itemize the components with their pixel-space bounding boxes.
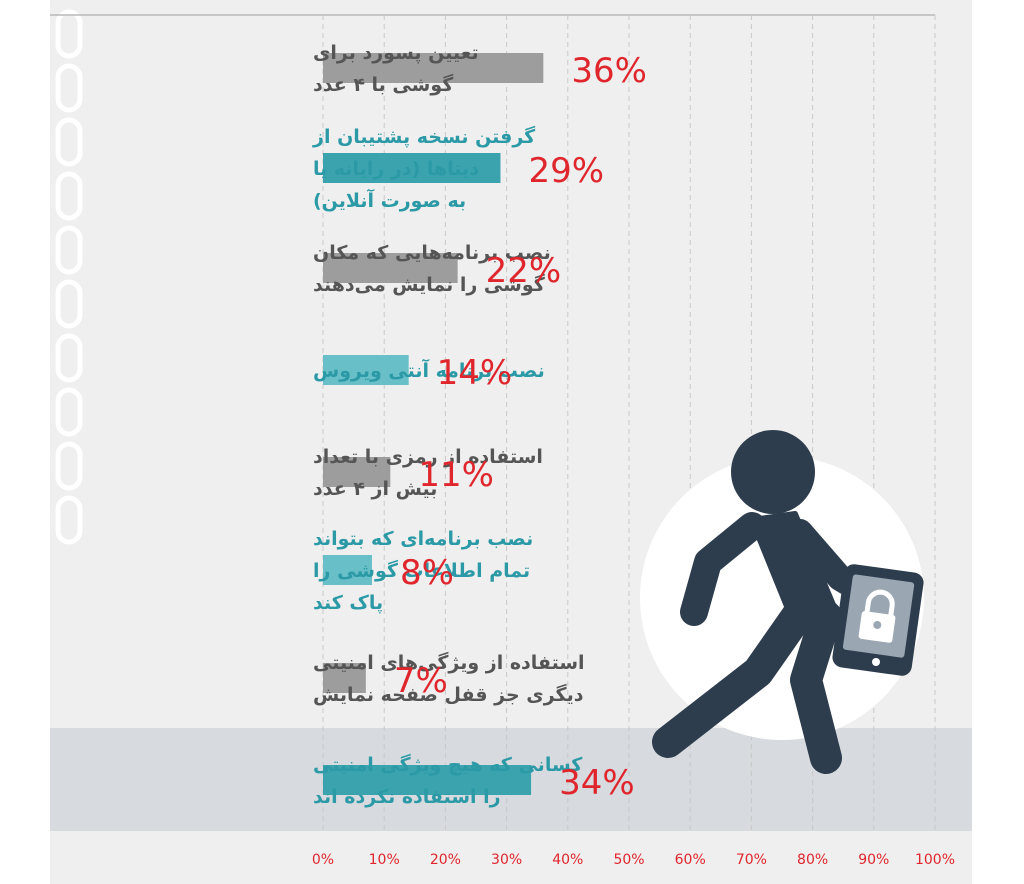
category-label: استفاده از رمزی با تعداد بیش از ۴ عدد <box>313 446 543 500</box>
bar <box>323 555 372 585</box>
chain-link <box>55 279 83 329</box>
bar <box>323 663 366 693</box>
x-tick-label: 80% <box>797 852 828 868</box>
value-label: 14% <box>437 353 513 393</box>
value-label: 29% <box>528 151 604 191</box>
chain-link <box>55 495 83 545</box>
bar <box>323 53 544 83</box>
category-label-line: بیش از ۴ عدد <box>313 478 437 500</box>
chain-link <box>55 387 83 437</box>
x-tick-label: 20% <box>430 852 461 868</box>
x-tick-label: 40% <box>552 852 583 868</box>
x-tick-label: 90% <box>858 852 889 868</box>
category-label-line: پاک کند <box>313 592 383 614</box>
value-label: 34% <box>559 763 635 803</box>
category-label: نصب برنامه‌هایی که مکان گوشی را نمایش می‌… <box>313 242 551 296</box>
value-label: 22% <box>486 251 562 291</box>
category-label-line: تمام اطلاعات گوشی را <box>313 559 530 582</box>
bars <box>323 53 544 795</box>
value-label: 11% <box>418 455 494 495</box>
category-label-line: کسانی که هیچ ویژگی امنیتی <box>313 753 583 776</box>
category-label-line: گرفتن نسخه پشتیبان از <box>312 125 536 148</box>
bar <box>323 457 391 487</box>
x-axis-tick-labels: 0% 10% 20% 30% 40% 50% 60% 70% 80% 90% 100% <box>312 852 955 868</box>
x-tick-label: 70% <box>736 852 767 868</box>
chain-link <box>55 171 83 221</box>
chain-link <box>55 441 83 491</box>
category-label-line: دیتاها (در رایانه یا <box>313 158 479 180</box>
chain-link <box>55 225 83 275</box>
value-label: 7% <box>394 661 448 701</box>
chain-icon <box>55 9 83 545</box>
x-tick-label: 10% <box>369 852 400 868</box>
padlock-icon <box>858 589 896 643</box>
category-label: کسانی که هیچ ویژگی امنیتی را استفاده نکرد… <box>313 753 583 808</box>
value-label: 8% <box>400 553 454 593</box>
category-label: تعیین پسورد برای گوشی با ۴ عدد <box>313 42 479 96</box>
category-label-line: نصب برنامه آنتی ویروس <box>313 358 545 382</box>
bar <box>323 253 458 283</box>
x-tick-label: 60% <box>675 852 706 868</box>
category-label-line: به صورت آنلاین) <box>313 188 466 212</box>
x-tick-label: 100% <box>915 852 955 868</box>
value-label: 36% <box>571 51 647 91</box>
bar <box>323 765 532 795</box>
chain-link <box>55 117 83 167</box>
category-label-line: نصب برنامه‌هایی که مکان <box>313 242 551 264</box>
category-label: استفاده از ویژگی‌های امنیتی دیگری جز قفل … <box>313 651 585 706</box>
value-labels: 36% 29% 22% 14% 11% 8% 7% 34% <box>394 51 647 803</box>
category-labels: تعیین پسورد برای گوشی با ۴ عدد گرفتن نسخه … <box>312 42 585 808</box>
category-label: نصب برنامه آنتی ویروس <box>313 358 545 382</box>
category-label-line: گوشی با ۴ عدد <box>313 73 454 96</box>
category-label-line: گوشی را نمایش می‌دهند <box>313 273 546 296</box>
walking-person-illustration <box>640 430 924 774</box>
chain-link <box>55 333 83 383</box>
category-label-line: استفاده از رمزی با تعداد <box>313 446 543 468</box>
x-tick-label: 0% <box>312 852 334 868</box>
category-label-line: را استفاده نکرده اند <box>313 786 501 808</box>
category-label-line: دیگری جز قفل صفحه نمایش <box>313 683 584 706</box>
category-label-line: نصب برنامه‌ای که بتواند <box>313 528 533 550</box>
bar <box>323 153 501 183</box>
chain-link <box>55 63 83 113</box>
x-tick-label: 50% <box>613 852 644 868</box>
gridlines <box>322 15 936 834</box>
category-label: گرفتن نسخه پشتیبان از دیتاها (در رایانه ی… <box>312 125 536 212</box>
category-label-line: استفاده از ویژگی‌های امنیتی <box>313 651 585 674</box>
chain-link <box>55 9 83 59</box>
category-label-line: تعیین پسورد برای <box>313 42 479 64</box>
x-tick-label: 30% <box>491 852 522 868</box>
bar <box>323 355 409 385</box>
category-label: نصب برنامه‌ای که بتواند تمام اطلاعات گوشی… <box>313 528 533 614</box>
